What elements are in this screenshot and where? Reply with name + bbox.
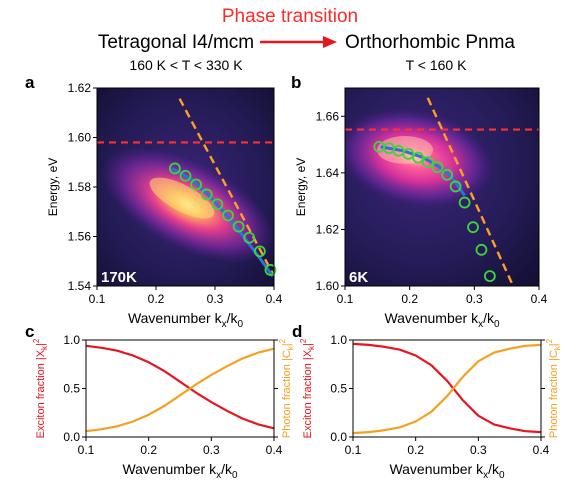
- panel-d-xtick-label: 0.2: [407, 443, 424, 457]
- panel-b-xtick-label: 0.4: [531, 292, 548, 306]
- panel-c-ytick-label: 0.5: [63, 382, 80, 396]
- panel-b-data-marker: [458, 196, 471, 209]
- panel-a-photon-dispersion-line: [178, 98, 274, 275]
- panel-a-xtick-label: 0.1: [89, 292, 106, 306]
- panel-a-xtick-label: 0.4: [266, 292, 283, 306]
- panel-d-xlabel: Wavenumber kx/k0: [389, 461, 505, 481]
- panel-c-ytick-label: 0.0: [63, 430, 80, 444]
- panel-b-xtick-label: 0.2: [401, 292, 418, 306]
- panel-label-b: b: [291, 73, 301, 92]
- panel-b: 6K 0.1 0.2 0.3 0.4 1.60 1.62 1.64 1.66 Wavenumbe…: [294, 87, 548, 330]
- panel-b-data-marker: [483, 270, 496, 283]
- left-temperature-range: 160 K < T < 330 K: [129, 57, 243, 73]
- right-temperature-range: T < 160 K: [406, 57, 468, 73]
- panel-a-data-marker: [264, 264, 277, 276]
- panel-b-data-marker: [475, 243, 488, 256]
- panel-a-ytick-label: 1.54: [68, 279, 92, 293]
- panel-d-ylabel-photon: Photon fraction |Ck|2: [545, 338, 562, 438]
- panel-b-polariton-fit-line: [380, 145, 466, 197]
- panel-c: 0.1 0.2 0.3 0.4 0.0 0.5 1.0 Wavenumber kx/k0 Exc…: [32, 333, 295, 481]
- right-phase-label: Orthorhombic Pnma: [345, 32, 515, 53]
- panel-a-data-marker: [243, 231, 256, 244]
- panel-b-ytick-label: 1.60: [316, 279, 340, 293]
- phase-transition-title: Phase transition: [222, 6, 358, 27]
- panel-b-data-marker: [467, 221, 479, 234]
- panel-d-ytick-label: 1.0: [330, 333, 347, 347]
- panel-a-data-marker: [253, 245, 266, 258]
- panel-b-photon-dispersion-line: [426, 97, 515, 287]
- panel-a-xlabel: Wavenumber kx/k0: [128, 310, 244, 330]
- panel-a: 170K 0.1 0.2 0.3 0.4 1.54 1.56 1.58 1.60 1.62 Wav…: [46, 81, 283, 330]
- panel-a-ytick-label: 1.60: [68, 131, 92, 145]
- panel-b-data-marker: [421, 156, 434, 169]
- panel-c-photon-fraction-curve: [85, 347, 275, 433]
- panel-d-ytick-label: 0.5: [330, 382, 347, 396]
- panel-a-xtick-label: 0.3: [207, 292, 224, 306]
- panel-a-data-marker: [168, 162, 181, 175]
- panel-d-xtick-label: 0.4: [533, 443, 550, 457]
- panel-d-ylabel-exciton: Exciton fraction |Xk|2: [299, 338, 316, 438]
- panel-b-ylabel: Energy, eV: [294, 158, 308, 216]
- panel-d: 0.1 0.2 0.3 0.4 0.0 0.5 1.0 Wavenumber kx/k0 Exc…: [299, 333, 562, 481]
- panel-c-exciton-fraction-curve: [85, 344, 275, 430]
- panel-b-data-marker: [431, 161, 444, 174]
- panel-label-c: c: [25, 322, 34, 341]
- panel-d-photon-fraction-curve: [352, 343, 542, 435]
- panel-b-data-marker: [402, 148, 415, 160]
- panel-a-data-marker: [222, 209, 234, 222]
- left-phase-label: Tetragonal I4/mcm: [98, 32, 254, 53]
- heatmap-b: [345, 88, 539, 286]
- panel-b-data-marker: [449, 180, 462, 193]
- panel-a-ytick-label: 1.56: [68, 230, 92, 244]
- panel-a-data-marker: [190, 178, 203, 191]
- panel-b-ytick-label: 1.64: [316, 166, 340, 180]
- panel-a-data-marker: [211, 198, 224, 211]
- panel-d-ytick-label: 0.0: [330, 430, 347, 444]
- panel-a-data-marker: [232, 220, 245, 233]
- panel-c-xtick-label: 0.4: [266, 443, 283, 457]
- panel-a-ytick-label: 1.62: [68, 81, 92, 95]
- temperature-label-b: 6K: [349, 269, 368, 286]
- panel-d-xtick-label: 0.1: [345, 443, 362, 457]
- panel-b-ytick-label: 1.66: [316, 109, 340, 123]
- panel-c-ytick-label: 1.0: [63, 333, 80, 347]
- panel-b-data-marker: [412, 151, 424, 164]
- panel-a-data-marker: [179, 169, 192, 182]
- panel-d-xtick-label: 0.3: [470, 443, 487, 457]
- panel-label-a: a: [25, 73, 35, 92]
- panel-c-xtick-label: 0.1: [78, 443, 95, 457]
- panel-a-ylabel: Energy, eV: [46, 158, 60, 216]
- panel-d-exciton-fraction-curve: [352, 342, 542, 434]
- panel-c-xtick-label: 0.3: [203, 443, 220, 457]
- transition-arrow: [260, 36, 337, 48]
- panel-b-xtick-label: 0.1: [337, 292, 354, 306]
- heatmap-a: [97, 88, 274, 286]
- panel-a-ytick-label: 1.58: [68, 180, 92, 194]
- panel-a-xtick-label: 0.2: [148, 292, 165, 306]
- panel-c-ylabel-photon: Photon fraction |Ck|2: [278, 338, 295, 438]
- panel-a-polariton-fit-line: [171, 167, 275, 277]
- panel-b-xlabel: Wavenumber kx/k0: [384, 310, 500, 330]
- panel-b-ytick-label: 1.62: [316, 222, 340, 236]
- panel-b-data-marker: [441, 168, 454, 181]
- panel-label-d: d: [292, 322, 302, 341]
- panel-b-xtick-label: 0.3: [466, 292, 483, 306]
- temperature-label-a: 170K: [101, 269, 137, 286]
- panel-c-xlabel: Wavenumber kx/k0: [122, 461, 238, 481]
- panel-a-data-marker: [200, 188, 213, 201]
- panel-c-xtick-label: 0.2: [140, 443, 157, 457]
- panel-c-ylabel-exciton: Exciton fraction |Xk|2: [32, 338, 49, 438]
